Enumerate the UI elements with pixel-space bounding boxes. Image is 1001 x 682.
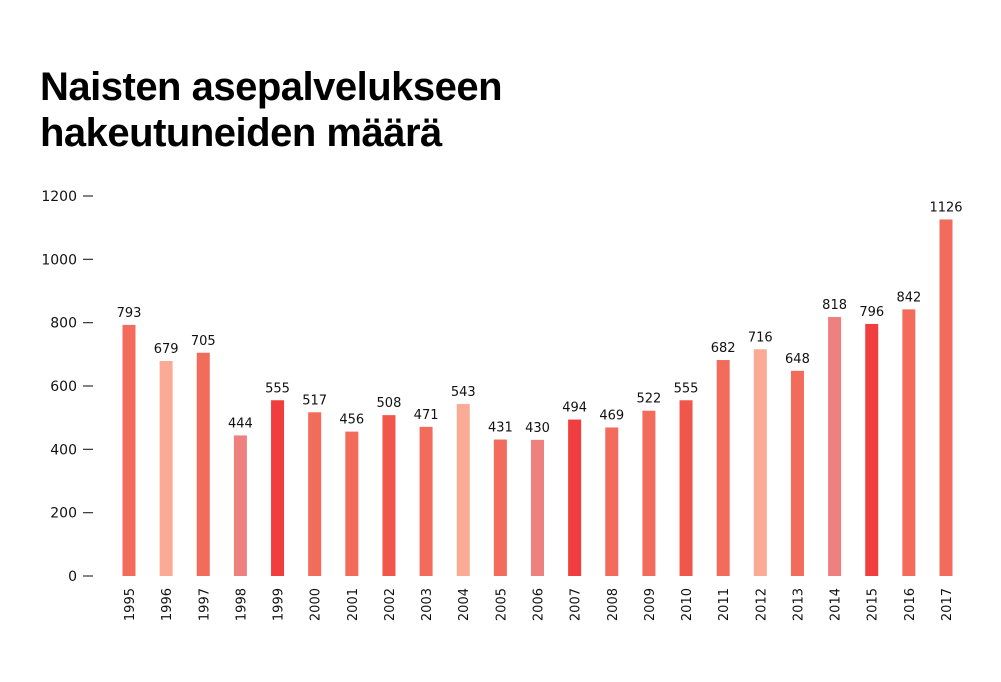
bar-1999 bbox=[271, 400, 285, 576]
bar-1995 bbox=[122, 324, 136, 576]
bar-1998 bbox=[233, 435, 247, 576]
x-tick-label-2010: 2010 bbox=[680, 588, 695, 621]
x-tick-label-2008: 2008 bbox=[606, 588, 621, 621]
value-label-2004: 543 bbox=[451, 385, 476, 400]
bar-2008 bbox=[605, 427, 619, 576]
bar-2005 bbox=[493, 439, 507, 576]
value-label-2003: 471 bbox=[414, 408, 439, 423]
chart-title-line-2: hakeutuneiden määrä bbox=[40, 111, 442, 155]
bar-2007 bbox=[568, 419, 582, 576]
chart-title-line-1: Naisten asepalvelukseen bbox=[40, 65, 503, 109]
value-label-2000: 517 bbox=[302, 393, 327, 408]
y-tick-label: 1200 bbox=[41, 189, 77, 205]
x-tick-label-2011: 2011 bbox=[717, 588, 732, 621]
value-label-2017: 1126 bbox=[929, 200, 962, 215]
value-label-1997: 705 bbox=[191, 334, 216, 349]
x-tick-label-2002: 2002 bbox=[383, 588, 398, 621]
value-label-2009: 522 bbox=[636, 392, 661, 407]
bar-2011 bbox=[716, 360, 730, 576]
value-label-2001: 456 bbox=[339, 413, 364, 428]
value-label-1999: 555 bbox=[265, 381, 290, 396]
bar-2003 bbox=[419, 426, 433, 576]
y-tick-label: 0 bbox=[68, 569, 77, 585]
bar-2016 bbox=[902, 309, 916, 576]
x-tick-label-1997: 1997 bbox=[197, 588, 212, 621]
value-label-1995: 793 bbox=[117, 306, 142, 321]
x-tick-label-2004: 2004 bbox=[457, 588, 472, 621]
bar-2010 bbox=[679, 400, 693, 576]
x-tick-label-2017: 2017 bbox=[940, 588, 955, 621]
x-tick-label-2005: 2005 bbox=[494, 588, 509, 621]
value-label-2007: 494 bbox=[562, 401, 587, 416]
value-label-2011: 682 bbox=[711, 341, 736, 356]
x-tick-label-2001: 2001 bbox=[346, 588, 361, 621]
bar-2015 bbox=[865, 323, 879, 576]
value-label-2008: 469 bbox=[599, 408, 624, 423]
x-tick-label-2015: 2015 bbox=[866, 588, 881, 621]
bar-2006 bbox=[531, 439, 544, 576]
bar-1996 bbox=[159, 360, 173, 576]
x-tick-label-2014: 2014 bbox=[829, 588, 844, 621]
x-tick-label-2003: 2003 bbox=[420, 588, 435, 621]
value-label-2012: 716 bbox=[748, 330, 773, 345]
y-axis: 0 200 400 600 800 1000 1200 bbox=[41, 189, 93, 585]
bar-2002 bbox=[382, 415, 396, 576]
y-tick-label: 400 bbox=[50, 442, 77, 458]
value-label-2013: 648 bbox=[785, 352, 810, 367]
y-tick-label: 800 bbox=[50, 316, 77, 332]
bar-2014 bbox=[828, 316, 842, 576]
value-label-2014: 818 bbox=[822, 298, 847, 313]
value-label-2015: 796 bbox=[859, 305, 884, 320]
x-axis-labels: 1995 1996 1997 1998 1999 2000 2001 2002 2003 2004… bbox=[123, 588, 955, 621]
value-labels: 793 679 705 444 555 517 456 508 471 543 431 430 494 4… bbox=[117, 200, 963, 435]
bar-2001 bbox=[345, 431, 359, 576]
value-label-2016: 842 bbox=[896, 290, 921, 305]
chart-title: Naisten asepalvelukseen hakeutuneiden mä… bbox=[40, 64, 503, 156]
bar-2012 bbox=[753, 349, 767, 576]
x-tick-label-1999: 1999 bbox=[272, 588, 287, 621]
y-tick-label: 600 bbox=[50, 379, 77, 395]
x-tick-label-2013: 2013 bbox=[791, 588, 806, 621]
x-tick-label-2016: 2016 bbox=[903, 588, 918, 621]
value-label-2006: 430 bbox=[525, 421, 550, 436]
y-tick-label: 1000 bbox=[41, 252, 77, 268]
bar-2004 bbox=[456, 404, 470, 576]
bar-2000 bbox=[308, 412, 322, 576]
value-label-1996: 679 bbox=[154, 342, 179, 357]
x-tick-label-2012: 2012 bbox=[754, 588, 769, 621]
bar-1997 bbox=[196, 352, 210, 576]
value-label-2002: 508 bbox=[377, 396, 402, 411]
bar-2009 bbox=[642, 410, 656, 576]
x-tick-label-2009: 2009 bbox=[643, 588, 658, 621]
value-label-2005: 431 bbox=[488, 421, 513, 436]
bar-2017 bbox=[939, 219, 953, 576]
bar-2013 bbox=[790, 370, 804, 576]
y-tick-label: 200 bbox=[50, 506, 77, 522]
x-tick-label-1998: 1998 bbox=[234, 588, 249, 621]
value-label-2010: 555 bbox=[674, 381, 699, 396]
x-tick-label-1995: 1995 bbox=[123, 588, 138, 621]
x-tick-label-2006: 2006 bbox=[532, 588, 547, 621]
value-label-1998: 444 bbox=[228, 416, 253, 431]
x-tick-label-2000: 2000 bbox=[309, 588, 324, 621]
bars bbox=[122, 219, 953, 576]
x-tick-label-2007: 2007 bbox=[569, 588, 584, 621]
x-tick-label-1996: 1996 bbox=[160, 588, 175, 621]
